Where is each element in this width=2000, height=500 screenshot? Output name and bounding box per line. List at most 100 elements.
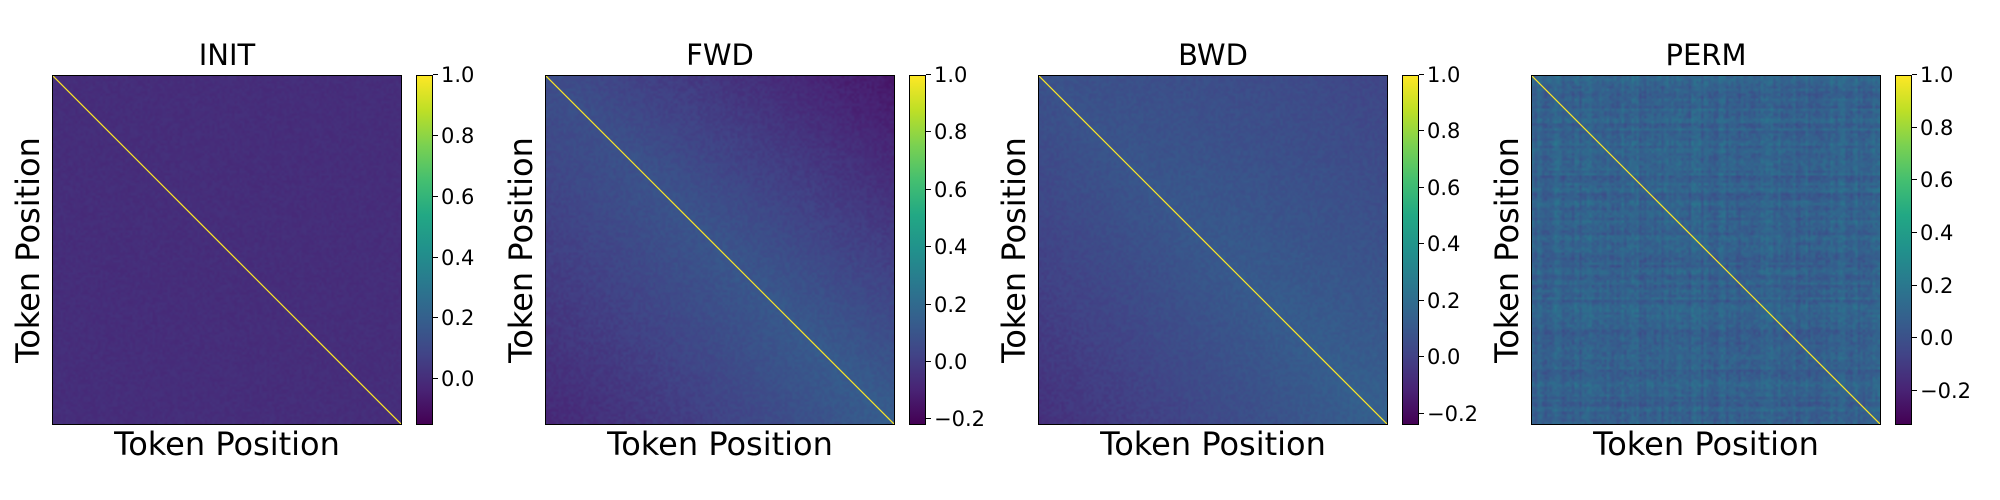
colorbar-tick-label: 0.6	[934, 177, 968, 202]
colorbar-tick: 0.4	[926, 235, 986, 259]
y-axis-label: Token Position	[9, 137, 47, 363]
tick-mark	[1912, 179, 1917, 181]
colorbar-axis: 1.0 0.8 0.6 0.4 0.2 0.0 −0.2	[926, 63, 986, 431]
tick-mark	[1912, 337, 1917, 339]
colorbar-tick-label: 0.6	[1427, 175, 1461, 200]
heatmap-panel-bwd: BWD Token Position Token Position 1.0 0.8 0.6…	[986, 0, 1486, 500]
colorbar-tick: 0.6	[1419, 176, 1479, 200]
colorbar-tick-label: −0.2	[1920, 378, 1971, 403]
colorbar-tick-label: 0.4	[934, 235, 968, 260]
colorbar-tick: 0.0	[1419, 345, 1479, 369]
tick-mark	[433, 74, 438, 75]
colorbar-tick-label: 0.4	[1920, 220, 1954, 245]
colorbar-tick: 0.2	[1912, 274, 1972, 298]
diagonal-line	[546, 76, 894, 424]
colorbar-tick-label: 0.2	[441, 306, 475, 331]
heatmap-plot	[1038, 75, 1388, 425]
colorbar-axis: 1.0 0.8 0.6 0.4 0.2 0.0	[433, 63, 493, 425]
tick-mark	[433, 195, 438, 197]
tick-mark	[926, 188, 931, 190]
colorbar-tick-label: 0.0	[1920, 326, 1954, 351]
colorbar-tick: 1.0	[1419, 63, 1479, 87]
colorbar-axis: 1.0 0.8 0.6 0.4 0.2 0.0 −0.2	[1912, 63, 1972, 425]
tick-mark	[433, 317, 438, 319]
diagonal-line	[53, 76, 401, 424]
colorbar-tick: 0.6	[433, 185, 493, 209]
colorbar-tick: 0.6	[926, 178, 986, 202]
colorbar-tick-label: 0.0	[934, 349, 968, 374]
tick-mark	[1912, 231, 1917, 233]
colorbar-tick: −0.2	[1912, 379, 1972, 403]
colorbar-tick-label: 0.0	[441, 367, 475, 392]
colorbar-tick: 0.8	[1419, 119, 1479, 143]
tick-mark	[1419, 130, 1424, 132]
heatmap-plot	[52, 75, 402, 425]
colorbar	[1895, 75, 1912, 425]
tick-mark	[1419, 412, 1424, 414]
colorbar-tick-label: 0.2	[934, 292, 968, 317]
tick-mark	[1912, 284, 1917, 286]
colorbar-tick: 1.0	[433, 63, 493, 87]
colorbar-tick-label: 0.4	[441, 245, 475, 270]
colorbar-tick: 0.4	[1912, 221, 1972, 245]
tick-mark	[433, 378, 438, 380]
y-axis-label: Token Position	[1488, 137, 1526, 363]
heatmap-plot	[1531, 75, 1881, 425]
colorbar-tick: −0.2	[926, 407, 986, 431]
y-axis-label: Token Position	[995, 137, 1033, 363]
chart-title: PERM	[1665, 38, 1747, 72]
chart-title: BWD	[1178, 38, 1248, 72]
colorbar-tick-label: 1.0	[1920, 63, 1954, 87]
colorbar-tick: −0.2	[1419, 402, 1479, 426]
colorbar-tick-label: 0.6	[441, 184, 475, 209]
tick-mark	[926, 360, 931, 362]
colorbar-tick: 0.8	[1912, 116, 1972, 140]
tick-mark	[1912, 74, 1917, 75]
colorbar-tick: 0.8	[926, 120, 986, 144]
tick-mark	[433, 134, 438, 136]
tick-mark	[1912, 389, 1917, 391]
tick-mark	[926, 131, 931, 133]
diagonal-line	[1039, 76, 1387, 424]
colorbar-tick: 0.4	[433, 246, 493, 270]
colorbar-tick-label: 0.8	[441, 123, 475, 148]
colorbar-tick-label: 1.0	[1427, 63, 1461, 87]
x-axis-label: Token Position	[1100, 425, 1326, 463]
diagonal-layer	[546, 76, 894, 424]
colorbar-tick-label: 0.6	[1920, 168, 1954, 193]
chart-title: FWD	[686, 38, 754, 72]
tick-mark	[1419, 74, 1424, 75]
colorbar-tick: 0.6	[1912, 168, 1972, 192]
tick-mark	[433, 256, 438, 258]
tick-mark	[1419, 186, 1424, 188]
tick-mark	[926, 418, 931, 420]
colorbar-tick: 0.0	[926, 350, 986, 374]
tick-mark	[1419, 356, 1424, 358]
colorbar-tick: 0.2	[1419, 289, 1479, 313]
diagonal-layer	[1532, 76, 1880, 424]
tick-mark	[926, 246, 931, 248]
tick-mark	[1419, 243, 1424, 245]
diagonal-layer	[53, 76, 401, 424]
colorbar-tick-label: 0.8	[934, 120, 968, 145]
colorbar-tick-label: 0.2	[1427, 288, 1461, 313]
colorbar-tick-label: 0.4	[1427, 232, 1461, 257]
colorbar-tick-label: −0.2	[1427, 401, 1478, 426]
tick-mark	[1419, 299, 1424, 301]
colorbar	[1402, 75, 1419, 425]
heatmap-panel-perm: PERM Token Position Token Position 1.0 0.8 0.…	[1479, 0, 1979, 500]
x-axis-label: Token Position	[114, 425, 340, 463]
diagonal-line	[1532, 76, 1880, 424]
diagonal-layer	[1039, 76, 1387, 424]
colorbar-tick-label: 0.8	[1920, 115, 1954, 140]
chart-title: INIT	[198, 38, 256, 72]
heatmap-plot	[545, 75, 895, 425]
heatmap-panel-init: INIT Token Position Token Position 1.0 0.8 0.…	[0, 0, 500, 500]
x-axis-label: Token Position	[1593, 425, 1819, 463]
colorbar-tick: 0.2	[926, 293, 986, 317]
colorbar	[416, 75, 433, 425]
y-axis-label: Token Position	[502, 137, 540, 363]
colorbar-tick: 1.0	[926, 63, 986, 87]
colorbar-tick-label: 0.0	[1427, 345, 1461, 370]
colorbar-axis: 1.0 0.8 0.6 0.4 0.2 0.0 −0.2	[1419, 63, 1479, 426]
